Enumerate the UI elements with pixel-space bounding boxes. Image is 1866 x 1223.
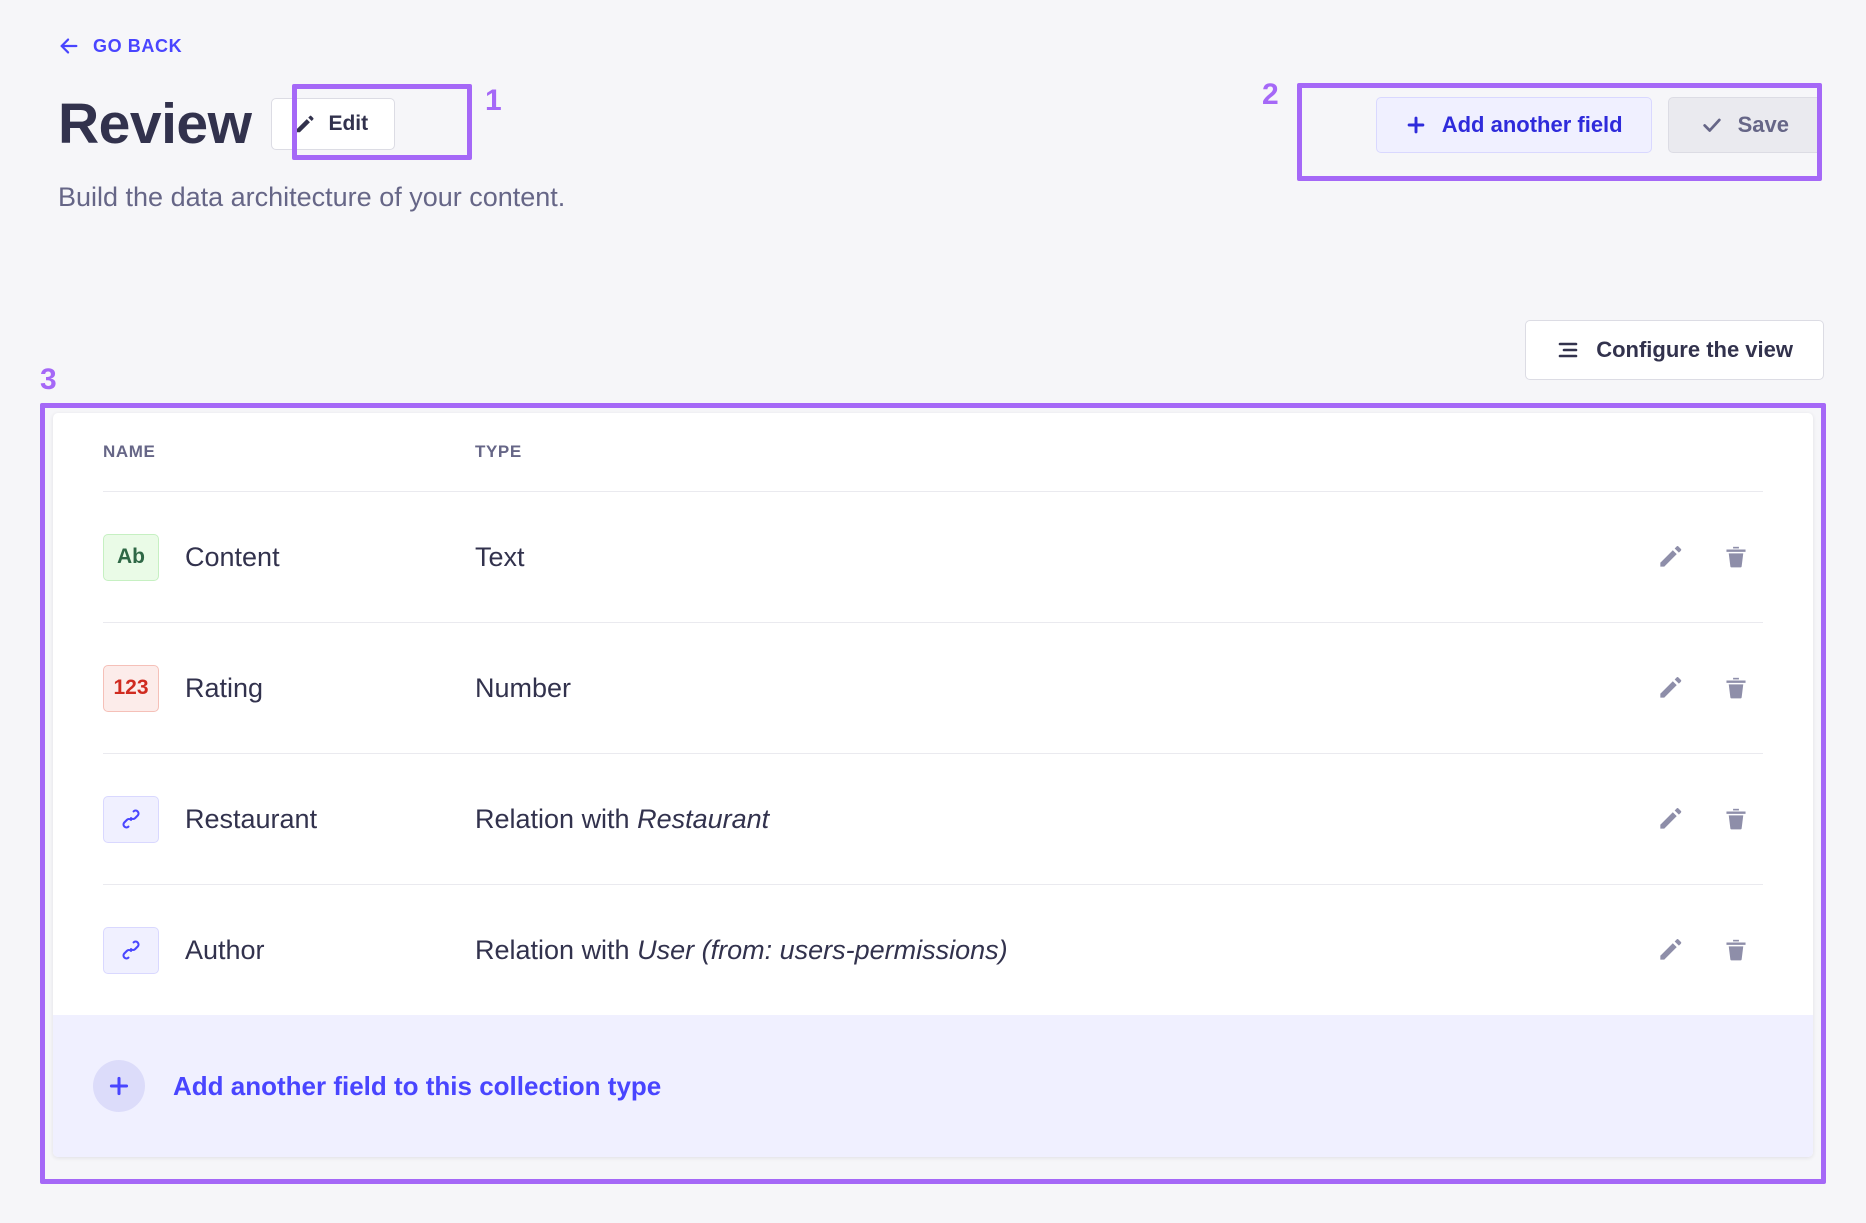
- save-button-label: Save: [1737, 112, 1789, 137]
- page-subtitle: Build the data architecture of your cont…: [58, 182, 566, 212]
- edit-field-button[interactable]: [1655, 673, 1685, 703]
- cell-type: Text: [475, 542, 1655, 573]
- delete-field-button[interactable]: [1721, 542, 1751, 572]
- edit-field-button[interactable]: [1655, 804, 1685, 834]
- title-row: Review Edit: [58, 92, 396, 156]
- trash-icon: [1723, 806, 1749, 832]
- plus-icon: [93, 1060, 145, 1112]
- edit-button-label: Edit: [328, 112, 369, 135]
- field-name: Content: [185, 541, 280, 572]
- pencil-icon: [1657, 544, 1683, 570]
- cell-type: Relation with User (from: users-permissi…: [475, 935, 1655, 966]
- list-settings-icon: [1556, 338, 1580, 362]
- page-title: Review: [58, 92, 252, 156]
- row-divider: [103, 622, 1763, 623]
- header-divider: [103, 491, 1763, 492]
- column-header-name: NAME: [103, 442, 156, 461]
- cell-name: Ab Content: [103, 533, 475, 581]
- go-back-link[interactable]: GO BACK: [58, 35, 182, 57]
- trash-icon: [1723, 937, 1749, 963]
- go-back-label: GO BACK: [93, 35, 183, 56]
- cell-name: 123 Rating: [103, 664, 475, 712]
- column-header-type: TYPE: [475, 442, 522, 461]
- cell-actions: [1655, 673, 1751, 703]
- edit-button[interactable]: Edit: [271, 98, 396, 150]
- link-chain-icon: [103, 795, 159, 843]
- text-field-icon: Ab: [103, 533, 159, 581]
- save-button[interactable]: Save: [1667, 97, 1822, 153]
- delete-field-button[interactable]: [1721, 673, 1751, 703]
- pencil-icon: [1657, 675, 1683, 701]
- cell-name: Author: [103, 926, 475, 974]
- field-type-text: Text: [475, 541, 525, 572]
- plus-icon: [1405, 114, 1427, 136]
- header-actions: Add another field Save: [1375, 97, 1822, 153]
- pencil-icon: [294, 114, 315, 135]
- field-type-text: Number: [475, 672, 572, 703]
- field-type-emphasis: User (from: users-permissions): [637, 934, 1008, 965]
- field-type-emphasis: Restaurant: [637, 803, 770, 834]
- cell-actions: [1655, 542, 1751, 572]
- table-row[interactable]: 123 Rating Number: [53, 623, 1813, 753]
- add-another-field-button[interactable]: Add another field: [1375, 97, 1652, 153]
- edit-field-button[interactable]: [1655, 935, 1685, 965]
- field-name: Author: [185, 934, 265, 965]
- cell-type: Relation with Restaurant: [475, 804, 1655, 835]
- arrow-left-icon: [58, 35, 80, 57]
- link-chain-icon: [103, 926, 159, 974]
- annotation-number-3: 3: [40, 363, 57, 396]
- field-type-text: Relation with: [475, 803, 638, 834]
- row-divider: [103, 884, 1763, 885]
- add-another-field-label: Add another field: [1441, 112, 1623, 137]
- trash-icon: [1723, 675, 1749, 701]
- cell-type: Number: [475, 673, 1655, 704]
- annotation-number-1: 1: [485, 84, 502, 117]
- configure-the-view-button[interactable]: Configure the view: [1525, 320, 1824, 380]
- cell-actions: [1655, 935, 1751, 965]
- edit-field-button[interactable]: [1655, 542, 1685, 572]
- pencil-icon: [1657, 937, 1683, 963]
- table-row[interactable]: Restaurant Relation with Restaurant: [53, 754, 1813, 884]
- field-type-text: Relation with: [475, 934, 638, 965]
- add-field-footer-button[interactable]: Add another field to this collection typ…: [53, 1015, 1813, 1157]
- cell-actions: [1655, 804, 1751, 834]
- field-name: Rating: [185, 672, 264, 703]
- table-row[interactable]: Ab Content Text: [53, 492, 1813, 622]
- configure-the-view-label: Configure the view: [1596, 337, 1793, 362]
- delete-field-button[interactable]: [1721, 935, 1751, 965]
- cell-name: Restaurant: [103, 795, 475, 843]
- delete-field-button[interactable]: [1721, 804, 1751, 834]
- annotation-number-2: 2: [1262, 78, 1279, 111]
- trash-icon: [1723, 544, 1749, 570]
- check-icon: [1701, 114, 1723, 136]
- table-header: NAME TYPE: [53, 413, 1813, 491]
- pencil-icon: [1657, 806, 1683, 832]
- fields-table: NAME TYPE Ab Content Text: [53, 413, 1813, 1157]
- table-row[interactable]: Author Relation with User (from: users-p…: [53, 885, 1813, 1015]
- field-name: Restaurant: [185, 803, 318, 834]
- number-field-icon: 123: [103, 664, 159, 712]
- row-divider: [103, 753, 1763, 754]
- add-field-footer-label: Add another field to this collection typ…: [173, 1070, 662, 1101]
